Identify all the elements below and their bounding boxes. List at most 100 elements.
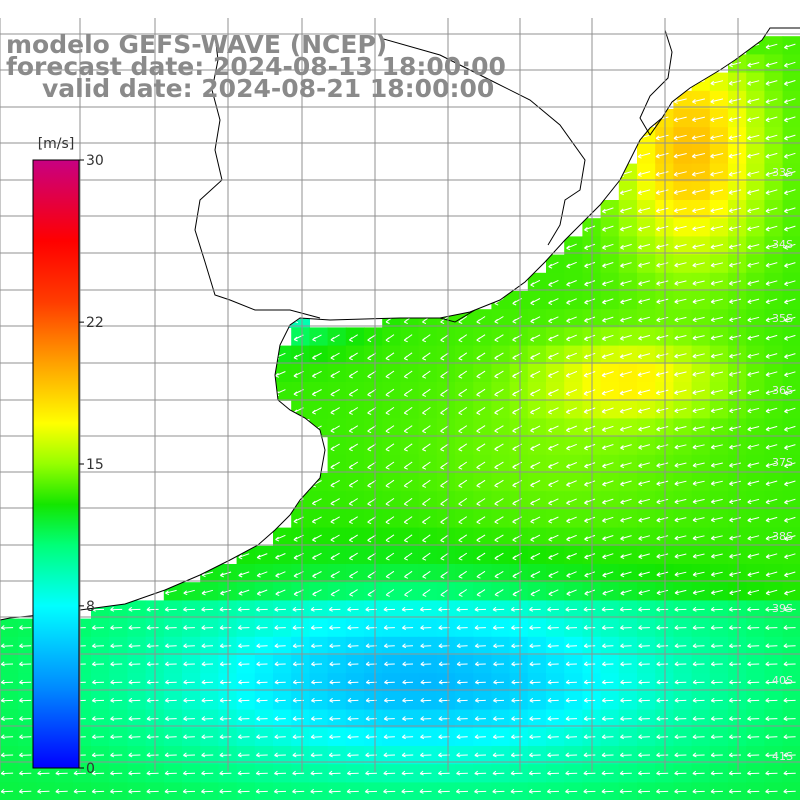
wind-arrow bbox=[274, 734, 286, 740]
wind-arrow bbox=[19, 752, 32, 758]
wind-arrow bbox=[728, 153, 742, 159]
wind-arrow bbox=[765, 625, 778, 630]
wind-arrow bbox=[601, 788, 614, 794]
wind-arrow bbox=[565, 679, 577, 685]
wind-arrow bbox=[494, 498, 504, 506]
wind-arrow bbox=[620, 498, 632, 505]
wind-arrow bbox=[492, 716, 505, 721]
wind-direction-arrows bbox=[0, 43, 796, 794]
wind-arrow bbox=[674, 316, 687, 323]
wind-arrow bbox=[673, 225, 687, 232]
wind-arrow bbox=[566, 589, 577, 596]
wind-arrow bbox=[274, 661, 286, 667]
wind-arrow bbox=[19, 643, 32, 649]
wind-arrow bbox=[784, 425, 796, 432]
wind-arrow bbox=[584, 225, 596, 232]
wind-arrow bbox=[238, 571, 250, 578]
wind-arrow bbox=[620, 298, 632, 305]
wind-arrow bbox=[747, 770, 760, 776]
wind-arrow bbox=[584, 516, 596, 524]
wind-arrow bbox=[747, 788, 760, 794]
wind-arrow bbox=[784, 480, 796, 487]
wind-arrow bbox=[530, 461, 541, 470]
wind-arrow bbox=[256, 589, 268, 596]
wind-arrow bbox=[403, 443, 413, 452]
wind-arrow bbox=[783, 643, 796, 649]
wind-arrow bbox=[456, 643, 468, 649]
wind-arrow bbox=[201, 734, 214, 740]
wind-arrow bbox=[692, 280, 705, 286]
wind-arrow bbox=[476, 461, 486, 470]
colorbar-tick-label: 15 bbox=[86, 457, 104, 473]
wind-arrow bbox=[619, 225, 632, 232]
wind-arrow bbox=[656, 553, 669, 559]
wind-arrow bbox=[274, 697, 286, 703]
wind-arrow bbox=[784, 334, 796, 341]
wind-arrow bbox=[311, 498, 322, 506]
wind-arrow bbox=[620, 679, 632, 685]
wind-arrow bbox=[747, 697, 760, 703]
wind-arrow bbox=[783, 606, 796, 612]
wind-arrow bbox=[494, 552, 504, 561]
wind-arrow bbox=[638, 316, 651, 323]
wind-arrow bbox=[638, 462, 651, 468]
wind-arrow bbox=[728, 280, 742, 286]
wind-arrow bbox=[292, 770, 305, 776]
wind-arrow bbox=[656, 298, 669, 305]
wind-arrow bbox=[310, 625, 323, 630]
wind-arrow bbox=[493, 697, 505, 703]
wind-arrow bbox=[638, 571, 650, 578]
wind-arrow bbox=[494, 334, 504, 343]
wind-arrow bbox=[403, 388, 413, 397]
wind-arrow bbox=[385, 425, 395, 434]
wind-arrow bbox=[529, 716, 541, 721]
wind-arrow bbox=[583, 407, 596, 414]
wind-arrow bbox=[110, 661, 123, 667]
wind-arrow bbox=[638, 679, 650, 685]
wind-arrow bbox=[638, 517, 651, 523]
wind-arrow bbox=[638, 280, 651, 286]
wind-arrow bbox=[584, 553, 596, 560]
wind-arrow bbox=[402, 679, 414, 685]
wind-arrow bbox=[583, 643, 596, 649]
wind-arrow bbox=[729, 553, 742, 559]
wind-arrow bbox=[402, 697, 414, 703]
wind-arrow bbox=[110, 625, 123, 630]
wind-arrow bbox=[529, 734, 541, 740]
wind-arrow bbox=[692, 444, 705, 450]
wind-arrow bbox=[747, 280, 760, 286]
wind-arrow bbox=[692, 262, 705, 268]
wind-arrow bbox=[692, 625, 705, 630]
wind-arrow bbox=[403, 370, 413, 379]
wind-arrow bbox=[348, 443, 359, 452]
wind-arrow bbox=[37, 770, 50, 776]
wind-arrow bbox=[201, 661, 214, 667]
wind-arrow bbox=[422, 352, 431, 361]
wind-arrow bbox=[440, 479, 449, 488]
wind-arrow bbox=[747, 353, 760, 359]
wind-arrow bbox=[164, 643, 177, 649]
wind-arrow bbox=[601, 643, 614, 649]
wind-arrow bbox=[620, 480, 632, 487]
wind-arrow bbox=[655, 389, 669, 396]
wind-arrow bbox=[637, 353, 651, 359]
wind-arrow bbox=[183, 606, 196, 612]
wind-arrow bbox=[747, 589, 760, 596]
wind-arrow bbox=[547, 679, 559, 685]
wind-arrow bbox=[474, 752, 487, 758]
wind-arrow bbox=[110, 697, 123, 703]
wind-arrow bbox=[691, 189, 706, 195]
wind-arrow bbox=[422, 425, 431, 434]
wind-arrow bbox=[330, 370, 340, 379]
wind-arrow bbox=[747, 371, 760, 377]
wind-arrow bbox=[164, 788, 177, 794]
wind-arrow bbox=[455, 788, 469, 794]
wind-arrow bbox=[494, 425, 504, 434]
wind-arrow bbox=[566, 462, 577, 469]
wind-arrow bbox=[492, 734, 505, 740]
wind-arrow bbox=[674, 280, 687, 286]
wind-arrow bbox=[529, 752, 541, 758]
wind-arrow bbox=[655, 134, 669, 141]
wind-arrow bbox=[710, 153, 724, 159]
wind-arrow bbox=[238, 661, 250, 667]
